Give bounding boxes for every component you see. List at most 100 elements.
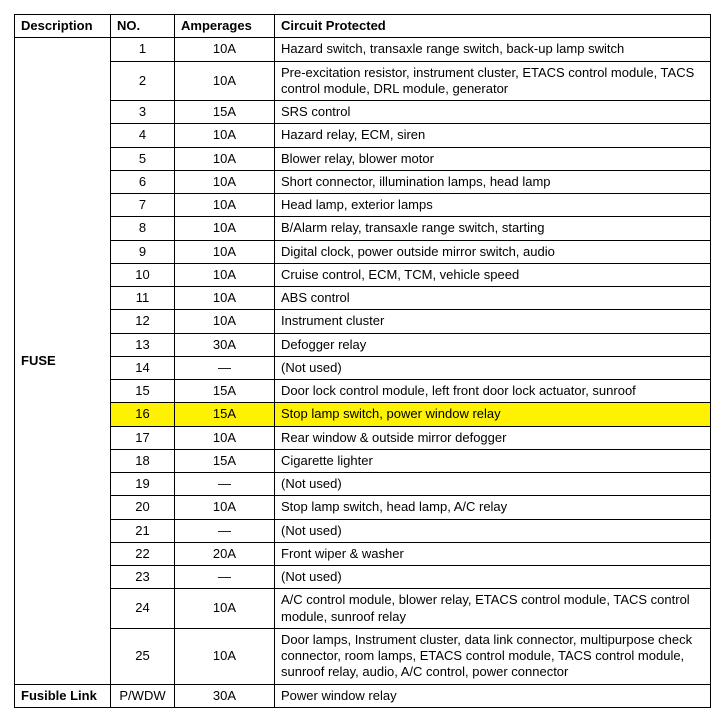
- fuse-circuit: (Not used): [275, 566, 711, 589]
- group-label: Fusible Link: [15, 684, 111, 707]
- header-row: Description NO. Amperages Circuit Protec…: [15, 15, 711, 38]
- fuse-amperage: 10A: [175, 124, 275, 147]
- fuse-circuit: Digital clock, power outside mirror swit…: [275, 240, 711, 263]
- fuse-circuit: Hazard relay, ECM, siren: [275, 124, 711, 147]
- fuse-no: 5: [111, 147, 175, 170]
- fuse-amperage: 15A: [175, 403, 275, 426]
- fuse-amperage: —: [175, 473, 275, 496]
- fuse-circuit: Defogger relay: [275, 333, 711, 356]
- table-row: 210APre-excitation resistor, instrument …: [15, 61, 711, 101]
- fuse-no: 12: [111, 310, 175, 333]
- table-row: 19—(Not used): [15, 473, 711, 496]
- fuse-no: 10: [111, 263, 175, 286]
- table-row: 410AHazard relay, ECM, siren: [15, 124, 711, 147]
- table-row: 2010AStop lamp switch, head lamp, A/C re…: [15, 496, 711, 519]
- fuse-circuit: (Not used): [275, 356, 711, 379]
- fuse-no: 14: [111, 356, 175, 379]
- fuse-amperage: 10A: [175, 147, 275, 170]
- fuse-no: 16: [111, 403, 175, 426]
- fuse-no: 20: [111, 496, 175, 519]
- fuse-amperage: 10A: [175, 310, 275, 333]
- fuse-amperage: 10A: [175, 38, 275, 61]
- fuse-circuit: Rear window & outside mirror defogger: [275, 426, 711, 449]
- fuse-circuit: (Not used): [275, 519, 711, 542]
- table-row: 1615AStop lamp switch, power window rela…: [15, 403, 711, 426]
- fuse-circuit: Door lamps, Instrument cluster, data lin…: [275, 628, 711, 684]
- fuse-circuit: (Not used): [275, 473, 711, 496]
- fuse-amperage: 10A: [175, 628, 275, 684]
- fuse-amperage: —: [175, 356, 275, 379]
- header-description: Description: [15, 15, 111, 38]
- table-row: 1110AABS control: [15, 287, 711, 310]
- fuse-amperage: 10A: [175, 194, 275, 217]
- fuse-circuit: Stop lamp switch, power window relay: [275, 403, 711, 426]
- fuse-circuit: ABS control: [275, 287, 711, 310]
- fuse-amperage: 10A: [175, 240, 275, 263]
- fuse-no: 24: [111, 589, 175, 629]
- fuse-no: 13: [111, 333, 175, 356]
- fuse-circuit: Stop lamp switch, head lamp, A/C relay: [275, 496, 711, 519]
- table-row: 1330ADefogger relay: [15, 333, 711, 356]
- fuse-circuit: Door lock control module, left front doo…: [275, 380, 711, 403]
- fuse-amperage: 15A: [175, 101, 275, 124]
- header-no: NO.: [111, 15, 175, 38]
- header-circuit: Circuit Protected: [275, 15, 711, 38]
- fuse-no: 1: [111, 38, 175, 61]
- fuse-circuit: Instrument cluster: [275, 310, 711, 333]
- fuse-circuit: Cruise control, ECM, TCM, vehicle speed: [275, 263, 711, 286]
- table-row: 2510ADoor lamps, Instrument cluster, dat…: [15, 628, 711, 684]
- fuse-no: 18: [111, 449, 175, 472]
- fuse-no: 25: [111, 628, 175, 684]
- fuse-no: 11: [111, 287, 175, 310]
- table-row: 23—(Not used): [15, 566, 711, 589]
- fuse-circuit: A/C control module, blower relay, ETACS …: [275, 589, 711, 629]
- table-row: 21—(Not used): [15, 519, 711, 542]
- table-row: 1210AInstrument cluster: [15, 310, 711, 333]
- fuse-no: 9: [111, 240, 175, 263]
- fuse-circuit: Cigarette lighter: [275, 449, 711, 472]
- fuse-circuit: Head lamp, exterior lamps: [275, 194, 711, 217]
- table-row: 315ASRS control: [15, 101, 711, 124]
- fuse-amperage: 15A: [175, 449, 275, 472]
- fuse-circuit: SRS control: [275, 101, 711, 124]
- fuse-circuit: Hazard switch, transaxle range switch, b…: [275, 38, 711, 61]
- fuse-no: 21: [111, 519, 175, 542]
- table-row: 510ABlower relay, blower motor: [15, 147, 711, 170]
- fuse-circuit: Pre-excitation resistor, instrument clus…: [275, 61, 711, 101]
- table-row: 710AHead lamp, exterior lamps: [15, 194, 711, 217]
- table-row: 810AB/Alarm relay, transaxle range switc…: [15, 217, 711, 240]
- fuse-circuit: Power window relay: [275, 684, 711, 707]
- fuse-amperage: 10A: [175, 170, 275, 193]
- fuse-no: 6: [111, 170, 175, 193]
- fuse-amperage: 10A: [175, 496, 275, 519]
- table-row: 14—(Not used): [15, 356, 711, 379]
- table-row: 610AShort connector, illumination lamps,…: [15, 170, 711, 193]
- group-label: FUSE: [15, 38, 111, 684]
- table-row: 1710ARear window & outside mirror defogg…: [15, 426, 711, 449]
- fuse-no: 22: [111, 542, 175, 565]
- fuse-amperage: 10A: [175, 61, 275, 101]
- fuse-no: 8: [111, 217, 175, 240]
- table-row: FUSE110AHazard switch, transaxle range s…: [15, 38, 711, 61]
- fuse-amperage: 10A: [175, 263, 275, 286]
- header-amperages: Amperages: [175, 15, 275, 38]
- fuse-no: 15: [111, 380, 175, 403]
- fuse-amperage: 30A: [175, 684, 275, 707]
- table-row: 1010ACruise control, ECM, TCM, vehicle s…: [15, 263, 711, 286]
- fuse-no: 17: [111, 426, 175, 449]
- fuse-circuit: Blower relay, blower motor: [275, 147, 711, 170]
- fuse-amperage: —: [175, 519, 275, 542]
- fuse-amperage: 10A: [175, 426, 275, 449]
- fuse-no: 3: [111, 101, 175, 124]
- fuse-circuit: Front wiper & washer: [275, 542, 711, 565]
- fuse-circuit: Short connector, illumination lamps, hea…: [275, 170, 711, 193]
- fuse-table: Description NO. Amperages Circuit Protec…: [14, 14, 711, 708]
- table-row: 1515ADoor lock control module, left fron…: [15, 380, 711, 403]
- table-row: 2410AA/C control module, blower relay, E…: [15, 589, 711, 629]
- table-row: Fusible LinkP/WDW30APower window relay: [15, 684, 711, 707]
- fuse-no: P/WDW: [111, 684, 175, 707]
- fuse-no: 7: [111, 194, 175, 217]
- fuse-no: 2: [111, 61, 175, 101]
- fuse-no: 23: [111, 566, 175, 589]
- table-row: 910ADigital clock, power outside mirror …: [15, 240, 711, 263]
